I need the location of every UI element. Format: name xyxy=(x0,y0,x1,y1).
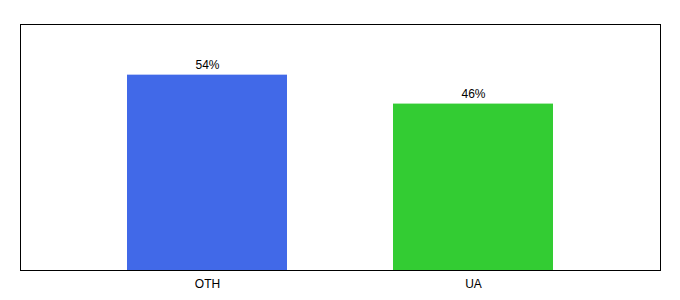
svg-text:UA: UA xyxy=(465,277,482,291)
svg-text:54%: 54% xyxy=(195,58,219,72)
svg-text:OTH: OTH xyxy=(195,277,220,291)
svg-text:46%: 46% xyxy=(461,87,485,101)
